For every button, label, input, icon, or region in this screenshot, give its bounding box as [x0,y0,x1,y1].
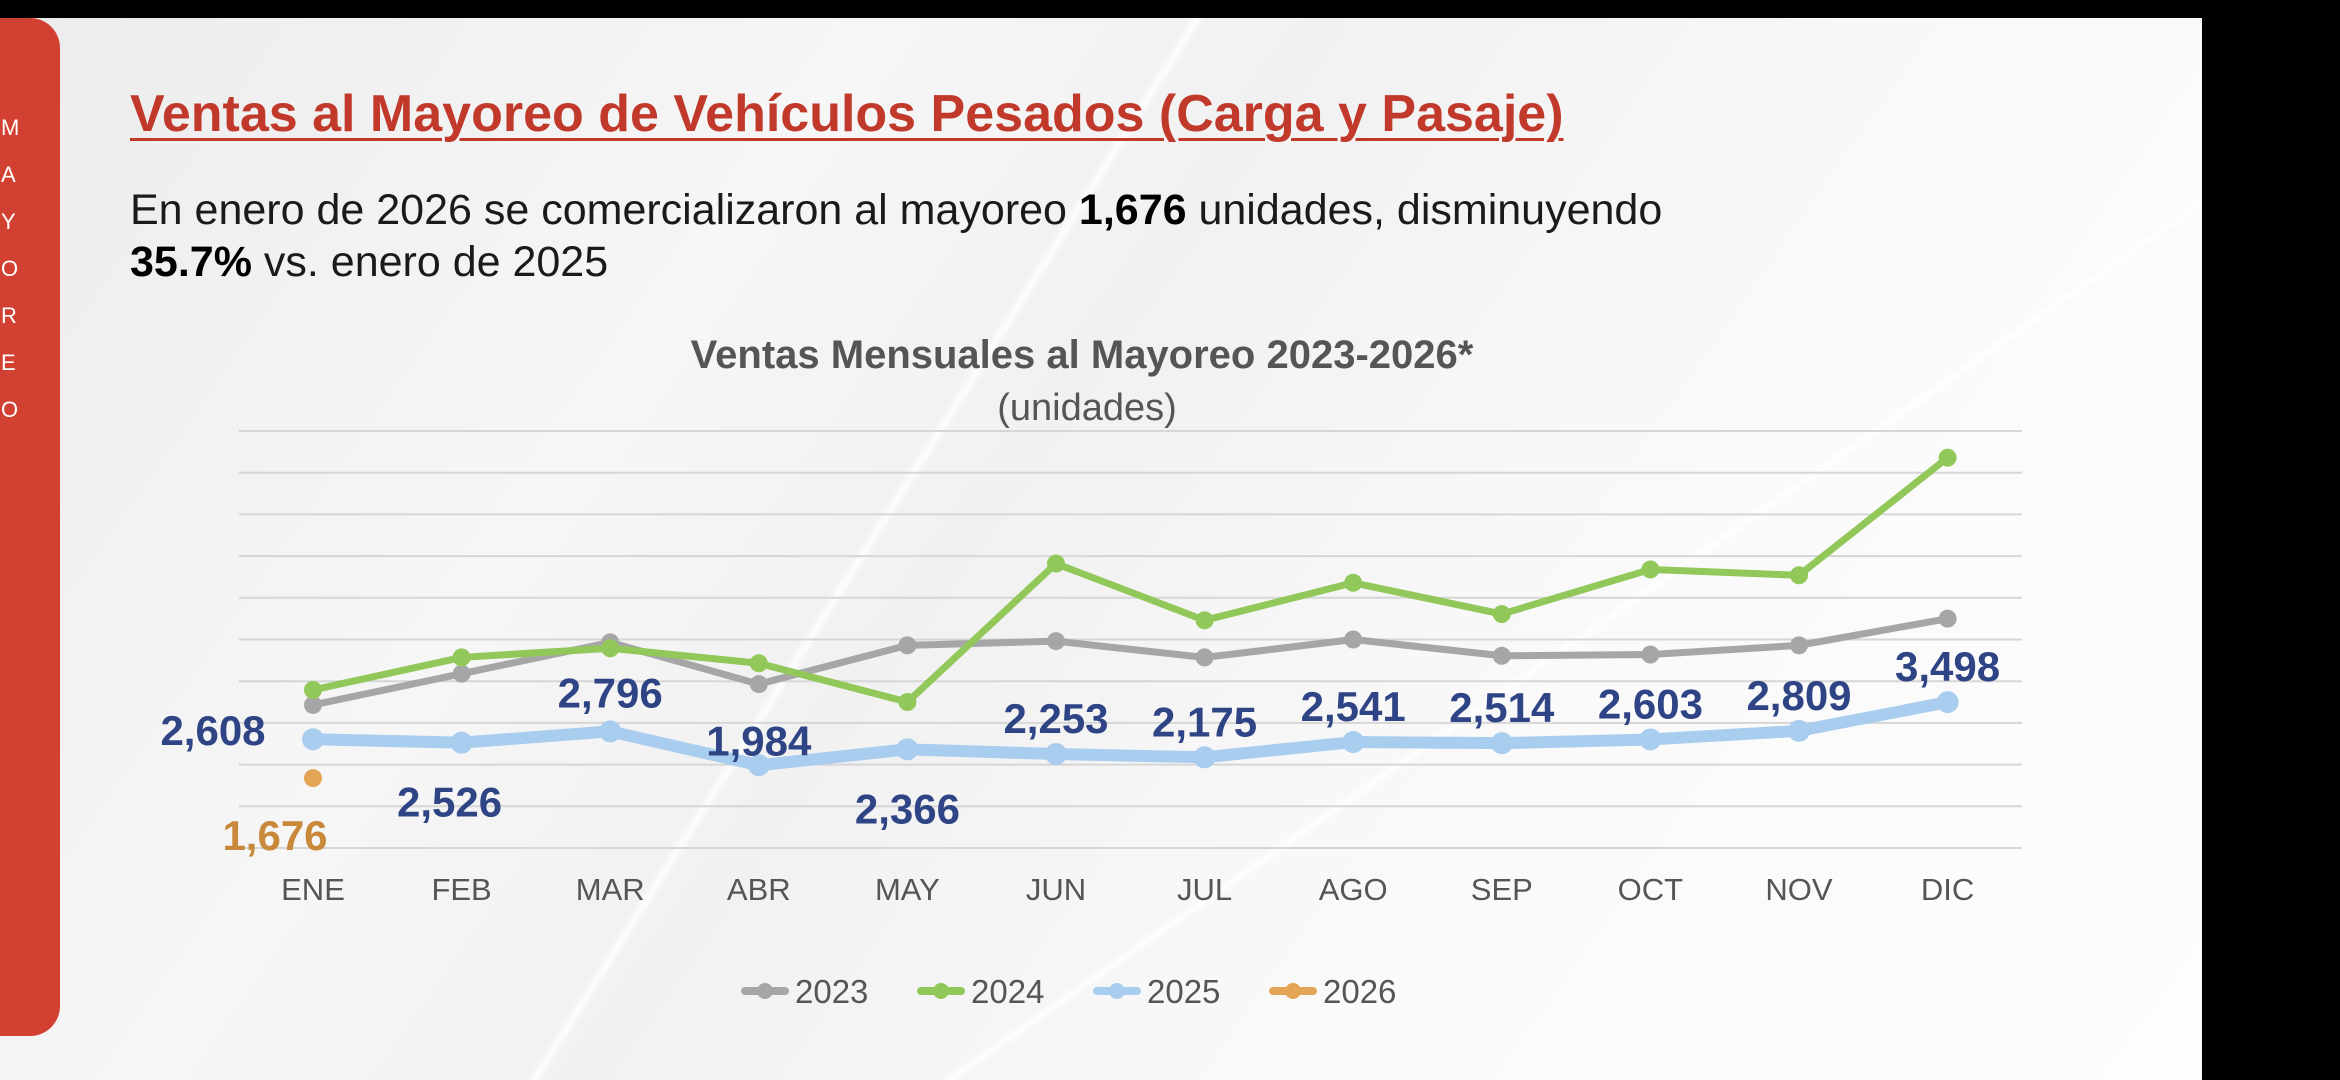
legend-label: 2023 [795,973,868,1010]
x-tick-label: NOV [1765,872,1833,907]
data-point-2024 [1047,554,1065,573]
data-point-2024 [304,680,322,699]
data-point-2024 [1790,566,1808,585]
x-tick-label: OCT [1618,872,1684,907]
data-point-2024 [1641,560,1660,579]
data-label-2025: 1,984 [706,717,812,764]
data-point-2025 [1490,732,1513,755]
data-point-2023 [452,664,471,683]
data-point-2024 [601,639,620,658]
series-line-2025 [312,696,1949,772]
data-point-2024 [1492,605,1511,624]
summary-text: unidades, disminuyendo [1186,186,1663,234]
x-tick-label: AGO [1319,872,1388,907]
chart-subtitle: (unidades) [997,387,1177,429]
legend-marker-2023 [757,983,773,999]
data-point-2025 [599,720,622,743]
data-point-2025 [1639,728,1662,751]
data-point-2026 [304,769,322,788]
data-point-2024 [1195,611,1214,630]
data-point-2025 [450,731,473,754]
data-label-2025: 2,541 [1301,683,1406,730]
sidebar-letter: Y [1,209,16,234]
data-point-2023 [1938,609,1957,628]
data-point-2023 [1492,646,1511,665]
summary-text: En enero de 2026 se comercializaron al m… [130,186,1079,234]
summary-text: vs. enero de 2025 [251,238,609,286]
data-point-2024 [1938,448,1957,467]
chart-title: Ventas Mensuales al Mayoreo 2023-2026* [691,333,1474,377]
data-point-2023 [749,675,768,694]
legend-marker-2026 [1285,983,1301,999]
legend-marker-2024 [933,983,949,999]
summary-percent: 35.7% [130,238,252,286]
legend: 2023 2024 2025 2026 [741,973,1396,1010]
summary-units: 1,676 [1078,186,1187,234]
data-point-2025 [1045,743,1067,766]
data-label-2025: 3,498 [1895,643,2000,690]
data-point-2025 [747,754,770,777]
x-tick-label: JUL [1177,872,1232,907]
data-label-2025: 2,809 [1746,672,1851,719]
x-tick-label: SEP [1471,872,1533,907]
slide-title: Ventas al Mayoreo de Vehículos Pesados (… [130,85,1564,143]
data-labels: 2,608 2,526 2,796 1,984 2,366 2,253 2,175 2,541… [160,643,2000,859]
data-point-2024 [898,693,917,712]
legend-marker-2025 [1109,983,1125,999]
data-point-2023 [1641,645,1660,664]
legend-label: 2025 [1147,973,1220,1010]
legend-label: 2026 [1323,973,1396,1010]
slide-summary: En enero de 2026 se comercializaron al m… [130,184,2130,288]
data-label-2025: 2,526 [397,779,502,826]
data-point-2025 [1342,731,1365,754]
data-point-2023 [1790,636,1808,655]
x-tick-label: FEB [431,872,491,907]
legend-label: 2024 [971,973,1044,1010]
data-point-2023 [1344,630,1363,649]
data-point-2025 [1936,691,1959,714]
data-label-2025: 2,175 [1152,698,1257,745]
data-point-2025 [896,738,919,761]
x-tick-label: ABR [727,872,791,907]
data-label-2025: 2,603 [1598,680,1703,727]
series-lines [302,448,1959,788]
data-point-2024 [749,654,768,673]
x-axis: ENE FEB MAR ABR MAY JUN JUL AGO SEP OCT NOV DIC [281,872,1974,907]
data-label-2025: 2,608 [160,707,265,754]
data-label-2025: 2,514 [1449,684,1555,731]
x-tick-label: JUN [1026,872,1086,907]
x-tick-label: MAR [576,872,645,907]
sidebar-letter: A [1,162,16,187]
data-point-2025 [1193,746,1216,769]
series-line-2024 [312,454,1950,706]
data-point-2023 [898,636,917,655]
data-label-2025: 2,366 [855,785,960,832]
sidebar-letter: E [1,350,16,375]
data-label-2025: 2,796 [558,669,663,716]
data-point-2024 [452,648,471,667]
x-tick-label: ENE [281,872,345,907]
x-tick-label: DIC [1921,872,1974,907]
data-point-2025 [1788,719,1810,742]
data-point-2023 [1195,648,1214,667]
data-point-2025 [302,728,324,751]
gridlines [239,430,2022,849]
data-label-2026: 1,676 [222,812,327,859]
data-point-2024 [1344,573,1363,592]
x-tick-label: MAY [875,872,940,907]
sidebar-letter: M [1,115,20,140]
sidebar-letter: R [1,303,17,328]
data-point-2023 [1047,632,1065,651]
data-point-2023 [304,695,322,714]
sidebar-letter: O [1,397,19,422]
sidebar-letter: O [1,256,19,281]
data-label-2025: 2,253 [1003,695,1108,742]
